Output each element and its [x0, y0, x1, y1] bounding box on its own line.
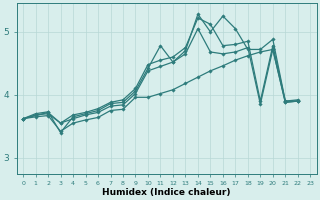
X-axis label: Humidex (Indice chaleur): Humidex (Indice chaleur): [102, 188, 231, 197]
